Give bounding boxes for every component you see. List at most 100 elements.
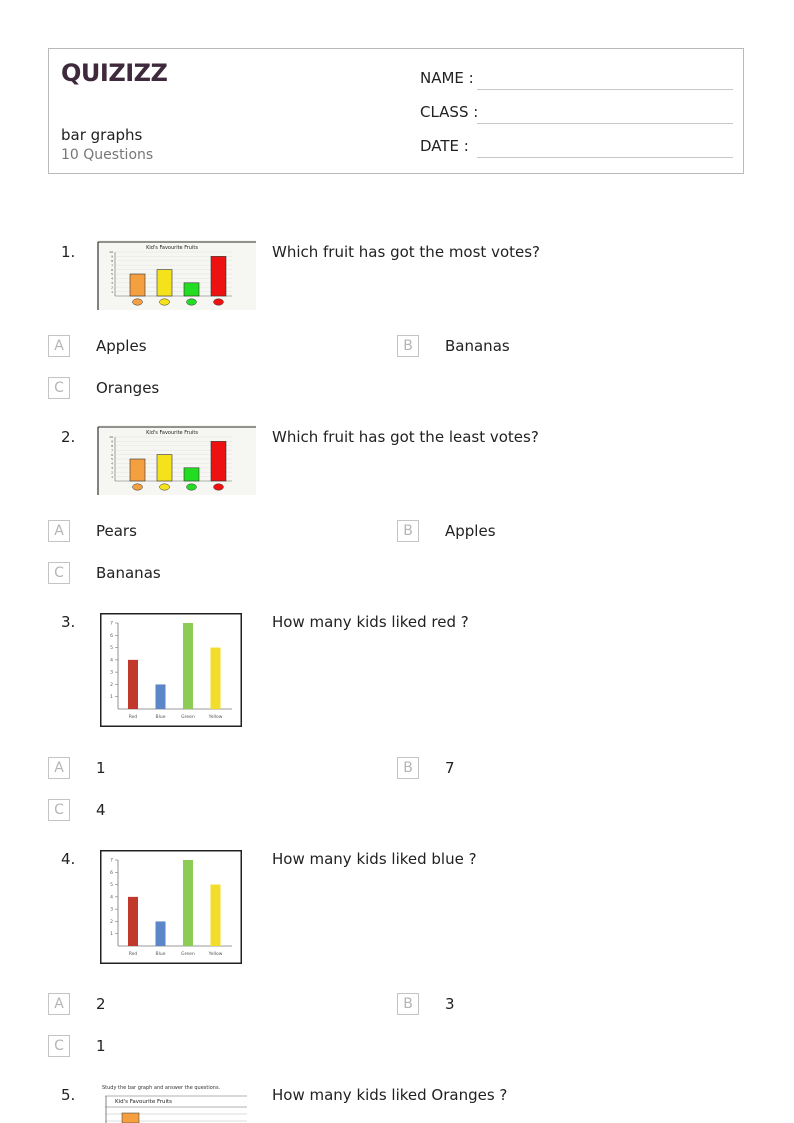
y-tick-label: 6 xyxy=(110,870,113,876)
question-count: 10 Questions xyxy=(61,147,154,163)
option-text[interactable]: 4 xyxy=(96,801,106,819)
fruit-icon-oranges xyxy=(132,298,143,306)
y-tick-label: 4 xyxy=(111,462,113,466)
y-tick-label: 9 xyxy=(111,440,113,444)
fruit-icon-apples xyxy=(213,483,224,491)
question-text: Which fruit has got the most votes? xyxy=(272,243,541,261)
option-letter: B xyxy=(397,757,419,779)
bar-green xyxy=(183,623,193,709)
y-tick-label: 2 xyxy=(110,682,113,688)
x-tick-label: Yellow xyxy=(208,951,223,957)
bar-pears xyxy=(183,282,200,297)
question-number: 3. xyxy=(61,613,76,631)
fruit-icon-bananas xyxy=(159,483,170,491)
bar-apples xyxy=(210,256,227,297)
chart-background xyxy=(97,240,256,310)
option-letter: A xyxy=(48,335,70,357)
y-tick-label: 5 xyxy=(111,272,113,276)
class-field[interactable] xyxy=(477,123,733,124)
question-number: 2. xyxy=(61,428,76,446)
question-number: 5. xyxy=(61,1086,76,1104)
fruit-icon-apples xyxy=(213,298,224,306)
bar-green xyxy=(183,860,193,946)
option-text[interactable]: 3 xyxy=(445,995,455,1013)
name-label: NAME : xyxy=(420,69,474,87)
option-letter: B xyxy=(397,335,419,357)
option-text[interactable]: Bananas xyxy=(96,564,161,582)
option-letter: C xyxy=(48,1035,70,1057)
fruit-icon-pears xyxy=(186,298,197,306)
question-number: 1. xyxy=(61,243,76,261)
x-tick-label: Green xyxy=(181,714,195,720)
chart-title: Kid's Favourite Fruits xyxy=(146,245,198,251)
y-tick-label: 3 xyxy=(111,281,113,285)
bar-oranges xyxy=(129,273,146,297)
y-tick-label: 10 xyxy=(109,250,113,254)
y-tick-label: 1 xyxy=(110,694,113,700)
option-text[interactable]: Apples xyxy=(96,337,147,355)
option-text[interactable]: 1 xyxy=(96,1037,106,1055)
chart-caption: Study the bar graph and answer the quest… xyxy=(102,1085,221,1091)
y-tick-label: 3 xyxy=(110,670,113,676)
y-tick-label: 7 xyxy=(110,621,113,627)
x-tick-label: Blue xyxy=(156,714,166,720)
option-text[interactable]: 7 xyxy=(445,759,455,777)
question-number: 4. xyxy=(61,850,76,868)
worksheet-title: bar graphs xyxy=(61,126,143,144)
bar-oranges xyxy=(129,458,146,482)
y-tick-label: 4 xyxy=(110,657,113,663)
color-bar-chart: 1 2 3 4 5 6 7 Red Blue Green Yellow xyxy=(100,850,242,964)
chart-title: Kid's Favourite Fruits xyxy=(115,1099,172,1105)
y-tick-label: 8 xyxy=(111,259,113,263)
y-tick-label: 4 xyxy=(110,894,113,900)
option-text[interactable]: Bananas xyxy=(445,337,510,355)
bar-blue xyxy=(155,684,166,709)
option-text[interactable]: Apples xyxy=(445,522,496,540)
option-text[interactable]: 1 xyxy=(96,759,106,777)
chart-plot: 1 2 3 4 5 6 7 Red Blue Green Yellow xyxy=(110,858,232,957)
option-letter: C xyxy=(48,377,70,399)
x-tick-label: Green xyxy=(181,951,195,957)
option-letter: A xyxy=(48,993,70,1015)
chart-title: Kid's Favourite Fruits xyxy=(146,430,198,436)
bar-apples xyxy=(210,441,227,482)
option-letter: A xyxy=(48,757,70,779)
option-text[interactable]: Oranges xyxy=(96,379,160,397)
y-tick-label: 5 xyxy=(110,882,113,888)
fruit-icon-oranges xyxy=(132,483,143,491)
bar-red xyxy=(128,896,138,946)
x-tick-label: Yellow xyxy=(208,714,223,720)
name-field[interactable] xyxy=(477,89,733,90)
worksheet-header: QUIZIZZ bar graphs 10 Questions NAME : C… xyxy=(48,48,744,174)
question-text: How many kids liked blue ? xyxy=(272,850,477,868)
date-field[interactable] xyxy=(477,157,733,158)
bar-bananas xyxy=(156,454,173,482)
y-tick-label: 7 xyxy=(111,263,113,267)
y-tick-label: 5 xyxy=(111,457,113,461)
y-tick-label: 1 xyxy=(110,931,113,937)
question-text: How many kids liked red ? xyxy=(272,613,469,631)
y-tick-label: 2 xyxy=(111,470,113,474)
y-tick-label: 2 xyxy=(111,285,113,289)
fruit-icon-bananas xyxy=(159,298,170,306)
y-tick-label: 6 xyxy=(111,268,113,272)
class-label: CLASS : xyxy=(420,103,479,121)
y-tick-label: 6 xyxy=(111,453,113,457)
bar-blue xyxy=(155,921,166,946)
option-text[interactable]: 2 xyxy=(96,995,106,1013)
y-tick-label: 2 xyxy=(110,919,113,925)
fruit-icon-pears xyxy=(186,483,197,491)
chart-plot: 1 2 3 4 5 6 7 Red Blue Green Yellow xyxy=(110,621,232,720)
option-letter: B xyxy=(397,520,419,542)
x-tick-label: Red xyxy=(129,714,138,720)
option-letter: C xyxy=(48,562,70,584)
y-tick-label: 6 xyxy=(110,633,113,639)
fruit-table-chart-partial: Study the bar graph and answer the quest… xyxy=(102,1085,247,1123)
option-text[interactable]: Pears xyxy=(96,522,137,540)
date-label: DATE : xyxy=(420,137,469,155)
bar-pears xyxy=(183,467,200,482)
